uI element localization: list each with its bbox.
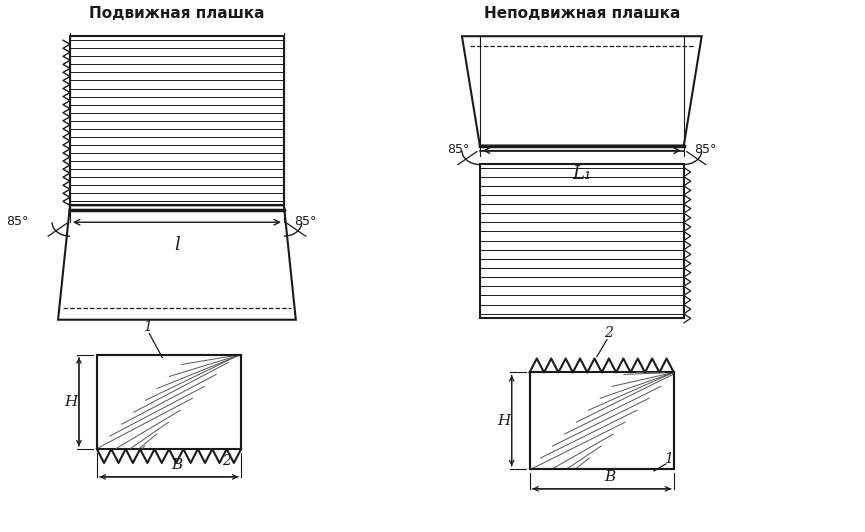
Polygon shape: [529, 372, 674, 469]
Text: Неподвижная плашка: Неподвижная плашка: [484, 6, 680, 21]
Text: L₁: L₁: [572, 164, 592, 182]
Text: H: H: [497, 414, 510, 428]
Text: 1: 1: [664, 452, 673, 466]
Text: B: B: [604, 470, 615, 484]
Text: H: H: [64, 395, 78, 409]
Text: B: B: [171, 458, 183, 472]
Text: 85°: 85°: [447, 143, 470, 156]
Text: Подвижная плашка: Подвижная плашка: [89, 6, 265, 21]
Text: 85°: 85°: [694, 143, 716, 156]
Text: 85°: 85°: [294, 215, 317, 228]
Bar: [480, 163, 683, 318]
Polygon shape: [462, 36, 702, 146]
Bar: [70, 36, 284, 205]
Text: 2: 2: [605, 326, 613, 339]
Text: l: l: [174, 236, 180, 254]
Text: 1: 1: [143, 320, 151, 334]
Polygon shape: [97, 354, 241, 449]
Polygon shape: [58, 205, 296, 320]
Text: 2: 2: [221, 454, 231, 468]
Text: 85°: 85°: [6, 215, 29, 228]
